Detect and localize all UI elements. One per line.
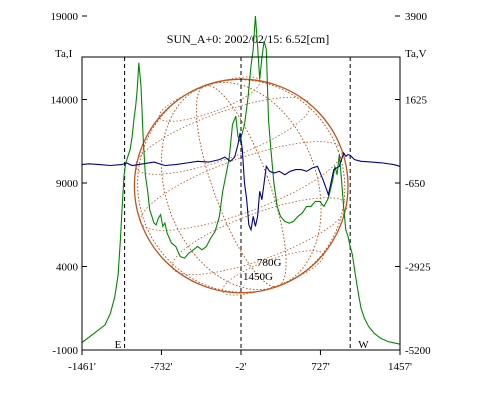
chart-title: SUN_A+0: 2002/02/15: 6.52[cm] xyxy=(167,32,329,46)
x-tick-label: -2' xyxy=(235,361,246,373)
marker-label: E xyxy=(115,339,122,351)
x-tick-label: 727' xyxy=(311,361,330,373)
marker-label: W xyxy=(358,339,369,351)
right-tick-label: 1625 xyxy=(405,95,428,107)
annotation-1450g: 1450G xyxy=(243,271,273,283)
series-line-polarization xyxy=(81,132,401,232)
left-tick-label: -1000 xyxy=(52,345,78,357)
disk-longitude-line xyxy=(137,79,346,293)
left-tick-label: 19000 xyxy=(51,11,79,23)
disk-latitude-line xyxy=(171,197,348,276)
disk-latitude-line xyxy=(222,250,324,296)
right-tick-label: -650 xyxy=(405,178,426,190)
right-tick-label: -2925 xyxy=(405,262,431,274)
disk-latitude-line xyxy=(140,141,343,231)
disk-latitude-line xyxy=(135,96,311,175)
series-group xyxy=(81,15,401,345)
solar-disk xyxy=(133,76,349,296)
left-tick-label: 14000 xyxy=(51,95,79,107)
annotation-780g: 780G xyxy=(257,257,282,269)
left-axis-label: Ta,I xyxy=(55,48,73,60)
axis-ticks: -1000 4000 9000 14000 19000 -5200 -2925 -650 162… xyxy=(51,11,432,373)
x-tick-label: 1457' xyxy=(388,361,412,373)
right-axis-label: Ta,V xyxy=(405,48,427,60)
x-tick-label: -732' xyxy=(150,361,172,373)
left-tick-label: 4000 xyxy=(56,262,79,274)
left-tick-label: 9000 xyxy=(56,178,79,190)
x-tick-label: -1461' xyxy=(68,361,96,373)
disk-latitude-line xyxy=(158,76,261,122)
right-tick-label: 3900 xyxy=(405,11,428,23)
right-tick-label: -5200 xyxy=(405,345,431,357)
series-line-intensity xyxy=(81,15,401,345)
